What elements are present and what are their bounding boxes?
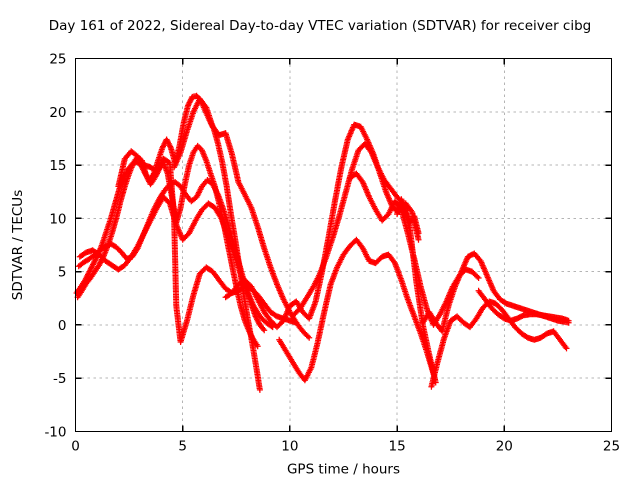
data-markers-group — [73, 92, 572, 393]
data-point-markers — [346, 170, 482, 328]
page-title: Day 161 of 2022, Sidereal Day-to-day VTE… — [48, 18, 592, 34]
x-tick-label: 0 — [71, 439, 80, 455]
y-tick-label: 0 — [58, 318, 67, 334]
gridlines-group — [75, 58, 612, 432]
x-axis-title: GPS time / hours — [287, 462, 400, 478]
x-tick-label: 5 — [178, 439, 187, 455]
y-tick-label: 25 — [49, 52, 66, 68]
data-point-markers — [475, 287, 572, 324]
y-tick-label: 15 — [49, 158, 66, 174]
data-series — [419, 250, 572, 335]
data-series — [276, 236, 437, 384]
x-tick-label: 10 — [281, 439, 298, 455]
data-series — [171, 96, 313, 341]
x-tick-label: 25 — [603, 439, 620, 455]
tick-labels-group: -10 -5 0 5 10 15 20 25 0 5 10 15 20 25 — [44, 52, 620, 455]
data-point-markers — [171, 96, 313, 341]
plot-frame — [74, 57, 613, 433]
y-tick-label: 10 — [49, 211, 66, 227]
data-point-markers — [394, 196, 422, 237]
x-tick-label: 15 — [389, 439, 406, 455]
y-tick-label: -10 — [44, 425, 66, 441]
y-axis-title: SDTVAR / TECUs — [10, 190, 26, 300]
x-tick-label: 20 — [496, 439, 513, 455]
data-series — [346, 170, 482, 328]
axis-titles-group: GPS time / hours SDTVAR / TECUs — [10, 190, 400, 478]
y-tick-label: 20 — [49, 105, 66, 121]
y-tick-label: 5 — [58, 265, 67, 281]
axis-frame-group — [74, 57, 613, 433]
y-tick-label: -5 — [53, 371, 66, 387]
data-point-markers — [419, 250, 572, 335]
data-point-markers — [276, 236, 437, 384]
data-series — [475, 287, 572, 324]
data-series — [394, 196, 422, 237]
